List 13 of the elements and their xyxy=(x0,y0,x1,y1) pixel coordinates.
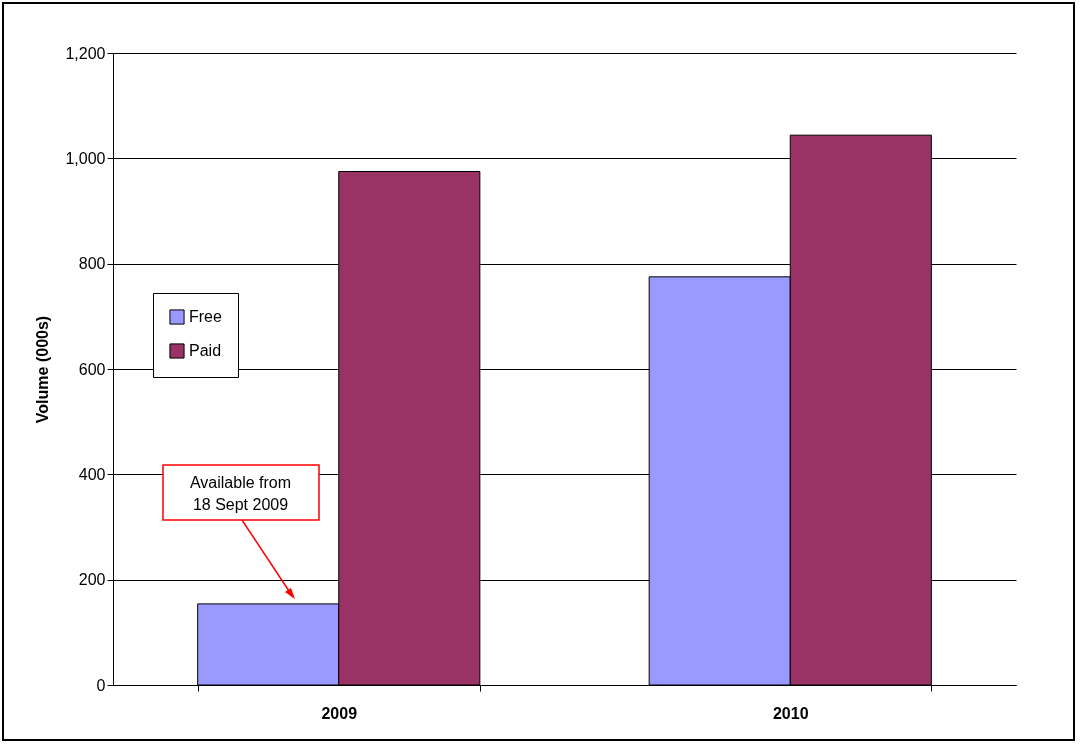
y-tick-label: 800 xyxy=(78,255,106,273)
y-tick-label: 200 xyxy=(78,571,106,589)
x-tick-label: 2009 xyxy=(321,704,358,722)
y-tick-label: 0 xyxy=(96,676,106,694)
legend-label: Paid xyxy=(189,342,222,359)
y-tick-label: 400 xyxy=(78,465,106,483)
annotation: Available from 18 Sept 2009 xyxy=(163,465,318,523)
y-tick-label: 1,000 xyxy=(65,149,106,167)
y-tick-label: 1,200 xyxy=(65,44,106,62)
y-axis-title: Volume (000s) xyxy=(34,315,52,424)
y-tick-label: 600 xyxy=(78,360,106,378)
legend-label: Free xyxy=(189,308,222,325)
x-tick-label: 2010 xyxy=(772,704,809,722)
